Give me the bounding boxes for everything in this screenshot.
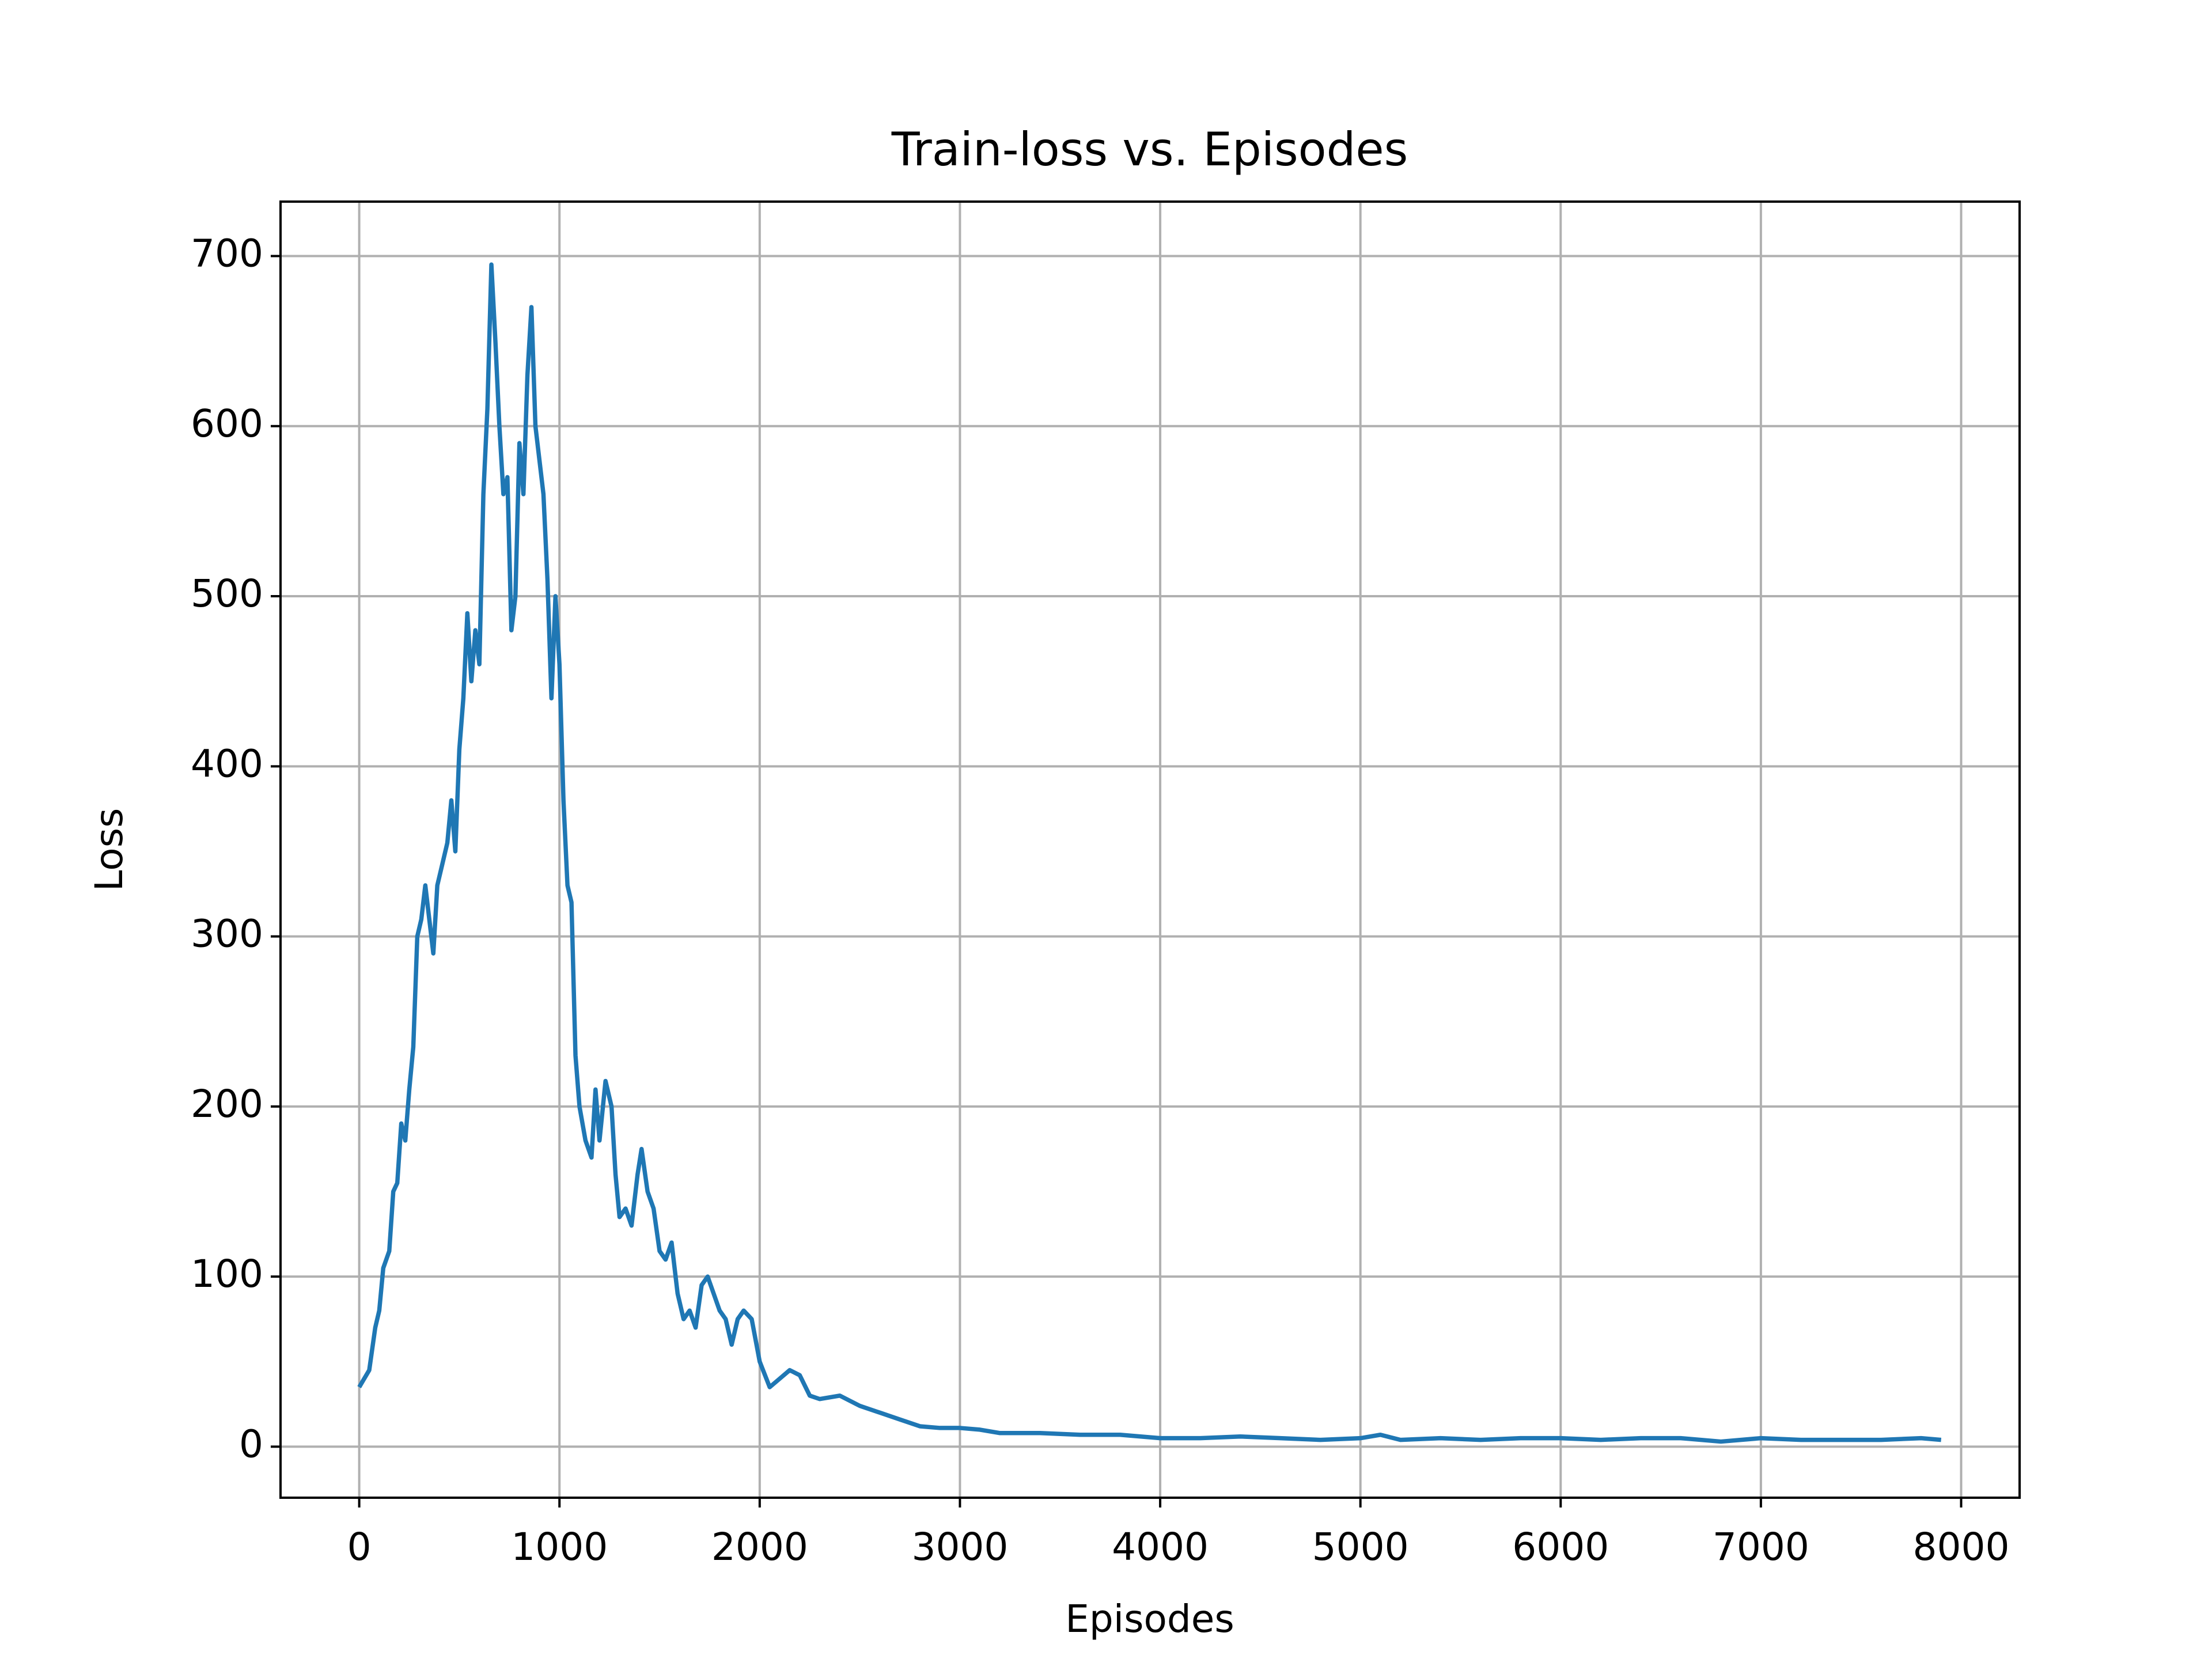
y-tick-label: 600	[191, 402, 263, 446]
data-line	[357, 262, 1942, 1444]
y-tick-label: 0	[239, 1422, 263, 1466]
x-tick-label: 7000	[1713, 1525, 1809, 1569]
y-tick-label: 100	[191, 1252, 263, 1296]
y-axis-label: Loss	[87, 808, 131, 892]
y-tick-label: 200	[191, 1082, 263, 1126]
x-tick-label: 1000	[511, 1525, 608, 1569]
x-tick-label: 8000	[1913, 1525, 2010, 1569]
x-tick-label: 6000	[1512, 1525, 1609, 1569]
x-tick-label: 2000	[711, 1525, 808, 1569]
x-tick-label: 4000	[1112, 1525, 1209, 1569]
y-tick-label: 300	[191, 912, 263, 956]
chart-title: Train-loss vs. Episodes	[891, 123, 1408, 176]
x-axis-label: Episodes	[1065, 1597, 1234, 1641]
x-tick-label: 0	[347, 1525, 372, 1569]
x-tick-label: 5000	[1312, 1525, 1409, 1569]
plot-frame	[279, 200, 2021, 1499]
y-tick-label: 700	[191, 232, 263, 276]
y-tick-label: 400	[191, 741, 263, 786]
x-tick-label: 3000	[911, 1525, 1008, 1569]
y-tick-label: 500	[191, 571, 263, 616]
